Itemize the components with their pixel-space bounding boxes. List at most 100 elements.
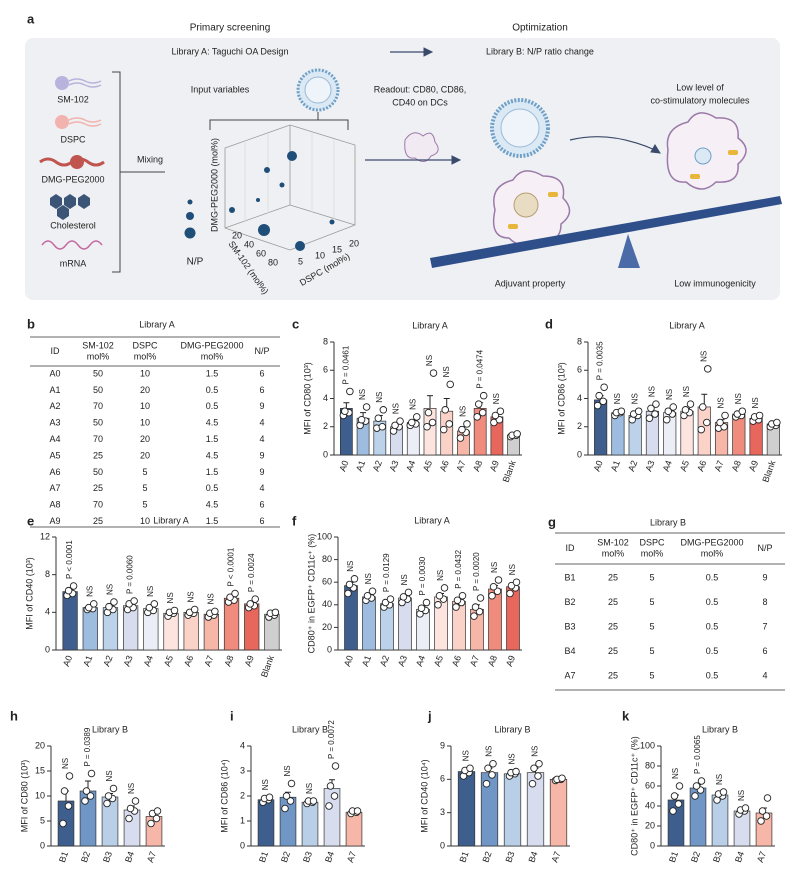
- panel-label: h: [10, 708, 18, 723]
- y-tick-label: 1: [240, 815, 245, 825]
- table-cell: 50: [93, 385, 103, 395]
- data-point: [368, 587, 377, 595]
- data-point: [506, 589, 514, 598]
- axis-tick: 40: [244, 239, 254, 249]
- significance-label: NS: [261, 779, 270, 790]
- table-cell: 0.5: [706, 646, 719, 656]
- x-tick-label: A2: [371, 459, 384, 473]
- data-point: [476, 594, 485, 602]
- y-tick-label: 5: [40, 815, 45, 825]
- data-point: [170, 606, 179, 615]
- data-point: [478, 408, 487, 417]
- significance-label: P = 0.0129: [382, 553, 391, 592]
- table-cell: 20: [140, 385, 150, 395]
- 3d-plot: [224, 124, 356, 251]
- data-point: [429, 369, 438, 377]
- panel-label: b: [27, 316, 35, 331]
- data-point: [595, 391, 603, 400]
- table-cell: 9: [259, 467, 264, 477]
- x-tick-label: A6: [695, 459, 708, 473]
- table-cell: 5: [142, 483, 147, 493]
- table-cell: A7: [49, 483, 60, 493]
- y-tick-label: 2: [240, 790, 245, 800]
- significance-label: P = 0.0474: [475, 349, 484, 388]
- input-label: Input variables: [191, 84, 250, 94]
- significance-label: NS: [106, 584, 115, 595]
- data-point: [344, 589, 352, 598]
- significance-label: NS: [490, 562, 499, 573]
- y-tick-label: 0: [650, 840, 655, 850]
- axis-tick: 10: [315, 250, 325, 260]
- outcome-label: Low level of: [676, 82, 724, 92]
- data-point: [85, 603, 93, 612]
- x-tick-label: A3: [122, 654, 135, 668]
- data-point: [488, 592, 496, 600]
- chart-title: Library A: [412, 320, 448, 330]
- x-tick-label: A1: [81, 654, 94, 668]
- table-cell: B1: [564, 572, 575, 582]
- chart-title: Library A: [414, 515, 450, 525]
- table-cell: 6: [259, 516, 264, 526]
- data-point: [669, 807, 677, 815]
- x-tick-label: Blank: [501, 459, 518, 484]
- table-cell: 25: [93, 483, 103, 493]
- 3d-points: [184, 151, 335, 251]
- data-point: [330, 792, 339, 800]
- readout-label: Readout: CD80, CD86,: [374, 84, 467, 94]
- y-tick-label: 12: [40, 531, 50, 541]
- data-point: [64, 802, 73, 810]
- data-point: [692, 782, 701, 790]
- significance-label: NS: [665, 389, 674, 400]
- data-point: [662, 415, 671, 424]
- data-point: [458, 592, 467, 600]
- nanoparticle: [296, 68, 340, 112]
- component-label: SM-102: [57, 94, 89, 104]
- data-point: [440, 584, 449, 592]
- table-cell: 5: [649, 621, 654, 631]
- y-tick-label: 20: [35, 740, 45, 750]
- table-cell: 9: [259, 450, 264, 460]
- panel-label: e: [27, 513, 34, 528]
- x-tick-label: A2: [378, 654, 391, 668]
- data-point: [60, 787, 69, 795]
- table-header: ID: [566, 543, 576, 553]
- data-point: [131, 797, 140, 805]
- x-tick-label: A3: [396, 654, 409, 668]
- y-tick-label: 3: [440, 807, 445, 817]
- y-tick-label: 0: [577, 449, 582, 459]
- significance-label: NS: [375, 392, 384, 403]
- panel-label: g: [548, 514, 556, 529]
- table-cell: 50: [93, 418, 103, 428]
- significance-label: NS: [531, 746, 540, 757]
- data-point: [109, 784, 118, 793]
- data-point: [703, 418, 711, 427]
- table-cell: A7: [564, 670, 575, 680]
- x-tick-label: A1: [354, 459, 367, 473]
- y-tick-label: 60: [322, 577, 332, 587]
- data-point: [670, 792, 679, 800]
- significance-label: P = 0.0024: [247, 553, 256, 592]
- table-cell: A5: [49, 450, 60, 460]
- table-cell: 10: [140, 401, 150, 411]
- y-tick-label: 100: [317, 531, 332, 541]
- significance-label: NS: [737, 790, 746, 801]
- x-tick-label: B4: [323, 850, 336, 864]
- data-point: [281, 804, 289, 813]
- table-cell: 0.5: [706, 621, 719, 631]
- x-tick-label: A5: [421, 459, 434, 473]
- table-cell: 5: [649, 597, 654, 607]
- x-tick-label: A6: [450, 654, 463, 668]
- y-axis-label: CD80⁺ in EGFP⁺ CD11c⁺ (%): [629, 736, 639, 856]
- data-point: [530, 764, 538, 772]
- table-cell: 4: [259, 483, 264, 493]
- readout-label: CD40 on DCs: [392, 97, 448, 107]
- table-cell: 6: [259, 385, 264, 395]
- data-point: [424, 408, 433, 417]
- significance-label: NS: [462, 750, 471, 761]
- table-cell: 4: [259, 434, 264, 444]
- x-tick-label: A5: [432, 654, 445, 668]
- balance-label: Low immunogenicity: [674, 278, 756, 288]
- x-tick-label: A5: [162, 654, 175, 668]
- significance-label: NS: [358, 389, 367, 400]
- bar: [549, 778, 568, 847]
